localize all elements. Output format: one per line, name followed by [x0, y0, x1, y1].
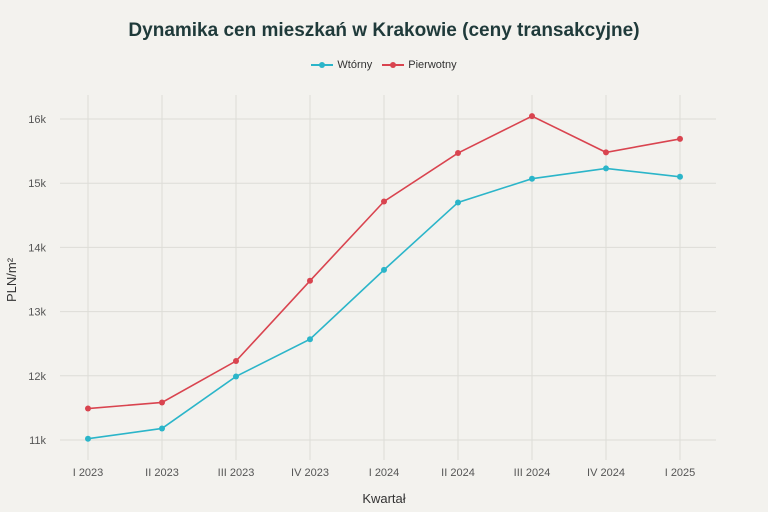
data-point-pierwotny	[677, 135, 683, 142]
y-axis-label: PLN/m²	[4, 257, 19, 302]
data-point-pierwotny	[603, 149, 609, 156]
data-point-pierwotny	[455, 150, 461, 157]
y-tick-label: 11k	[29, 435, 46, 447]
x-tick-label: II 2023	[145, 467, 179, 479]
legend-item-wtorny[interactable]: Wtórny	[311, 59, 372, 71]
legend-label-pierwotny: Pierwotny	[408, 59, 457, 71]
y-tick-label: 13k	[28, 307, 46, 319]
data-point-pierwotny	[529, 113, 535, 120]
data-point-pierwotny	[159, 399, 165, 406]
y-tick-label: 14k	[28, 242, 46, 254]
x-tick-label: III 2023	[218, 467, 255, 479]
data-point-pierwotny	[381, 198, 387, 205]
data-point-wtorny	[677, 173, 683, 180]
data-point-wtorny	[233, 373, 239, 380]
legend-marker-wtorny	[311, 62, 334, 68]
y-tick-label: 12k	[28, 371, 46, 383]
x-tick-label: I 2023	[73, 467, 104, 479]
legend-item-pierwotny[interactable]: Pierwotny	[382, 59, 457, 71]
legend: Wtórny Pierwotny	[0, 59, 768, 71]
x-tick-label: II 2024	[441, 467, 475, 479]
x-tick-label: III 2024	[514, 467, 551, 479]
x-axis-label: Kwartał	[362, 491, 405, 506]
data-point-wtorny	[381, 266, 387, 273]
data-point-wtorny	[455, 199, 461, 206]
y-tick-label: 15k	[28, 178, 46, 190]
data-point-wtorny	[603, 165, 609, 172]
x-tick-label: I 2024	[369, 467, 400, 479]
data-point-wtorny	[85, 435, 91, 442]
x-tick-label: IV 2024	[587, 467, 625, 479]
chart-title: Dynamika cen mieszkań w Krakowie (ceny t…	[128, 20, 640, 41]
data-point-wtorny	[159, 425, 165, 432]
x-tick-label: IV 2023	[291, 467, 329, 479]
y-tick-label: 16k	[28, 114, 46, 126]
legend-marker-pierwotny	[382, 62, 405, 68]
legend-label-wtorny: Wtórny	[337, 59, 373, 71]
data-point-pierwotny	[85, 405, 91, 412]
data-point-wtorny	[307, 336, 313, 343]
data-point-pierwotny	[307, 277, 313, 284]
data-point-wtorny	[529, 175, 535, 182]
data-point-pierwotny	[233, 358, 239, 365]
x-tick-label: I 2025	[665, 467, 696, 479]
